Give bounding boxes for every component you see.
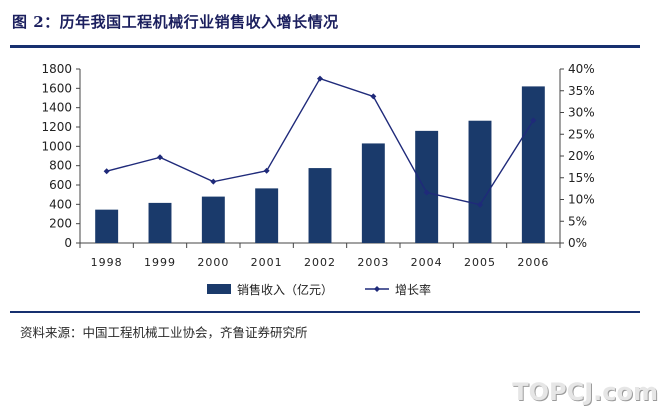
y-left-tick-label: 600: [49, 178, 72, 192]
y-left-tick-label: 800: [49, 159, 72, 173]
legend-label-revenue: 销售收入（亿元）: [237, 282, 333, 297]
bar-revenue-2001: [255, 188, 279, 243]
point-growth-2001: [263, 167, 270, 174]
point-growth-1999: [157, 154, 163, 161]
source-rule: [10, 311, 640, 313]
y-left-tick-label: 1800: [41, 62, 72, 76]
source-note: 资料来源：中国工程机械工业协会，齐鲁证券研究所: [20, 325, 308, 340]
bar-revenue-2002: [308, 168, 332, 243]
title-rule: [10, 45, 640, 48]
y-right-tick-label: 40%: [568, 62, 595, 76]
point-growth-2006: [530, 117, 537, 124]
y-left-tick-label: 1000: [41, 139, 72, 153]
legend-label-growth: 增长率: [395, 282, 431, 297]
y-left-tick-label: 1600: [41, 81, 72, 95]
bar-revenue-1998: [95, 209, 119, 243]
x-tick-label: 2004: [411, 256, 443, 269]
point-growth-1998: [103, 168, 110, 175]
y-left-tick-label: 400: [49, 197, 72, 211]
y-right-tick-label: 30%: [568, 106, 595, 120]
x-tick-label: 1998: [91, 256, 123, 269]
bar-revenue-1999: [148, 202, 172, 243]
x-tick-label: 2005: [464, 256, 496, 269]
bar-revenue-2006: [521, 86, 545, 244]
bar-revenue-2004: [415, 130, 439, 243]
y-right-tick-label: 25%: [568, 127, 595, 141]
x-tick-label: 1999: [144, 256, 176, 269]
bar-revenue-2003: [361, 143, 385, 243]
point-growth-2000: [210, 178, 217, 185]
bar-revenue-2005: [468, 120, 492, 243]
x-tick-label: 2002: [304, 256, 336, 269]
y-left-tick-label: 200: [49, 217, 72, 231]
bar-revenue-2000: [201, 196, 225, 243]
legend-swatch-revenue: [207, 284, 231, 294]
point-growth-2003: [370, 93, 377, 100]
x-tick-label: 2006: [517, 256, 549, 269]
y-right-tick-label: 20%: [568, 149, 595, 163]
y-left-tick-label: 1400: [41, 101, 72, 115]
point-growth-2002: [317, 75, 323, 82]
y-right-tick-label: 5%: [568, 214, 587, 228]
x-tick-label: 2001: [251, 256, 283, 269]
watermark-logo: TOPCJ.com: [512, 378, 658, 406]
point-growth-2005: [477, 201, 483, 208]
point-growth-2004: [423, 189, 430, 196]
y-left-tick-label: 1200: [41, 120, 72, 134]
x-tick-label: 2003: [357, 256, 389, 269]
figure-title: 图 2：历年我国工程机械行业销售收入增长情况: [12, 13, 339, 31]
chart: 0 200 400 600 800 1000 1200 1400 1600 1800 0% 5% 10%…: [0, 50, 668, 308]
chart-svg: 0 200 400 600 800 1000 1200 1400 1600 1800 0% 5% 10%…: [41, 62, 595, 297]
x-tick-label: 2000: [197, 256, 229, 269]
y-left-tick-label: 0: [64, 236, 72, 250]
y-right-tick-label: 35%: [568, 84, 595, 98]
y-right-tick-label: 15%: [568, 171, 595, 185]
y-right-tick-label: 0%: [568, 236, 587, 250]
legend-marker-growth: [374, 286, 380, 292]
y-right-tick-label: 10%: [568, 193, 595, 207]
